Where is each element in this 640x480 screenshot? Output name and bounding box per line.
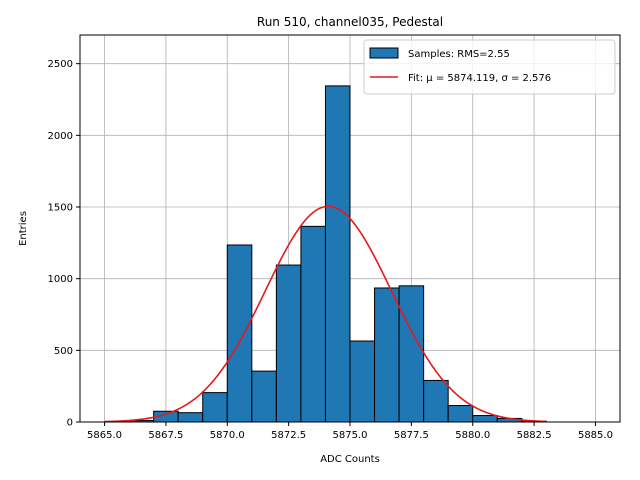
y-tick-label: 1000 bbox=[48, 274, 73, 285]
x-tick-label: 5885.0 bbox=[578, 430, 613, 441]
x-tick-label: 5875.0 bbox=[333, 430, 368, 441]
x-tick-label: 5877.5 bbox=[394, 430, 429, 441]
histogram-bar bbox=[398, 285, 425, 423]
y-tick-label: 500 bbox=[54, 346, 73, 357]
y-tick-label: 1500 bbox=[48, 203, 73, 214]
legend-label-samples: Samples: RMS=2.55 bbox=[408, 49, 510, 60]
histogram-bar bbox=[177, 412, 204, 423]
y-tick-label: 2500 bbox=[48, 59, 73, 70]
x-tick-label: 5865.0 bbox=[87, 430, 122, 441]
x-tick-label: 5870.0 bbox=[210, 430, 245, 441]
histogram-bar bbox=[349, 340, 376, 423]
histogram-bar bbox=[472, 415, 498, 423]
fit-curve-layer bbox=[104, 205, 547, 423]
legend-box bbox=[363, 39, 616, 95]
histogram-bar bbox=[251, 370, 277, 423]
x-axis-ticks: 5865.0 5867.5 5870.0 5872.5 5875.0 5877.5 5880… bbox=[87, 422, 613, 441]
histogram-bar bbox=[324, 85, 351, 423]
x-axis-label: ADC Counts bbox=[320, 454, 380, 465]
x-tick-label: 5872.5 bbox=[271, 430, 306, 441]
x-tick-label: 5867.5 bbox=[148, 430, 183, 441]
histogram-bar bbox=[226, 244, 253, 423]
histogram-bar bbox=[374, 287, 400, 423]
histogram-bar bbox=[300, 225, 326, 423]
chart-title: Run 510, channel035, Pedestal bbox=[257, 15, 443, 29]
legend: Samples: RMS=2.55 Fit: μ = 5874.119, σ =… bbox=[363, 39, 616, 95]
y-tick-label: 0 bbox=[67, 418, 73, 429]
x-tick-label: 5882.5 bbox=[517, 430, 552, 441]
histogram-bar bbox=[447, 405, 474, 423]
gaussian-fit-curve bbox=[104, 205, 547, 423]
histogram-bar bbox=[202, 392, 228, 423]
y-tick-label: 2000 bbox=[48, 131, 73, 142]
histogram-bar bbox=[275, 264, 302, 423]
y-axis-ticks: 0 500 1000 1500 2000 2500 bbox=[48, 59, 80, 429]
legend-swatch-samples bbox=[369, 47, 399, 59]
legend-label-fit: Fit: μ = 5874.119, σ = 2.576 bbox=[408, 73, 551, 84]
x-tick-label: 5880.0 bbox=[455, 430, 490, 441]
y-axis-label: Entries bbox=[18, 211, 29, 246]
histogram-bar bbox=[423, 379, 449, 423]
histogram-bars bbox=[128, 85, 547, 423]
